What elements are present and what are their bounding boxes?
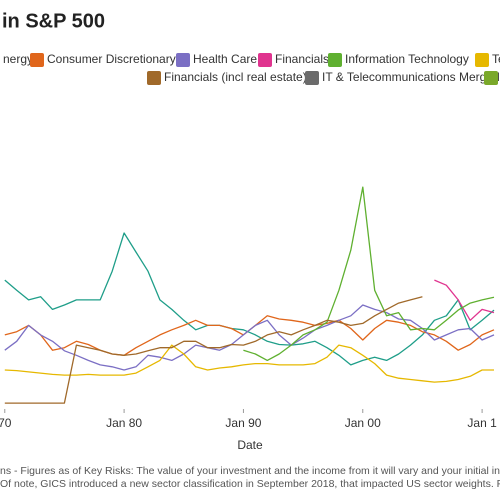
legend-label: Financials	[275, 52, 329, 66]
legend-label: nergy	[3, 52, 33, 66]
x-tick-label: Jan 80	[106, 416, 142, 430]
series-line	[4, 304, 495, 371]
x-tick-label: Jan 90	[225, 416, 261, 430]
footnote: Of note, GICS introduced a new sector cl…	[0, 478, 500, 490]
legend-label: Health Care	[193, 52, 257, 66]
series-line	[4, 315, 495, 356]
legend-label: IT & Telecommunications Merged	[322, 70, 500, 84]
series-line	[4, 344, 494, 383]
chart-title: in S&P 500	[2, 10, 105, 32]
legend-swatch	[258, 53, 272, 67]
legend-swatch	[305, 71, 319, 85]
x-tick-label: Jan 00	[345, 416, 381, 430]
footnote: ns - Figures as of Key Risks: The value …	[0, 465, 500, 477]
legend-label: Te	[492, 52, 500, 66]
series-line	[434, 279, 495, 321]
x-tick-label: Jan 1	[467, 416, 497, 430]
legend-swatch	[475, 53, 489, 67]
x-axis-label: Date	[237, 438, 263, 452]
legend-swatch	[147, 71, 161, 85]
legend-label: Information Technology	[345, 52, 469, 66]
legend-swatch	[484, 71, 498, 85]
legend-swatch	[30, 53, 44, 67]
series-line	[4, 232, 495, 366]
legend-label: Financials (incl real estate)	[164, 70, 307, 84]
legend-label: Consumer Discretionary	[47, 52, 176, 66]
series-line	[4, 296, 423, 404]
x-tick-label: 70	[0, 416, 12, 430]
legend-swatch	[328, 53, 342, 67]
legend-swatch	[176, 53, 190, 67]
series-line	[243, 186, 495, 362]
